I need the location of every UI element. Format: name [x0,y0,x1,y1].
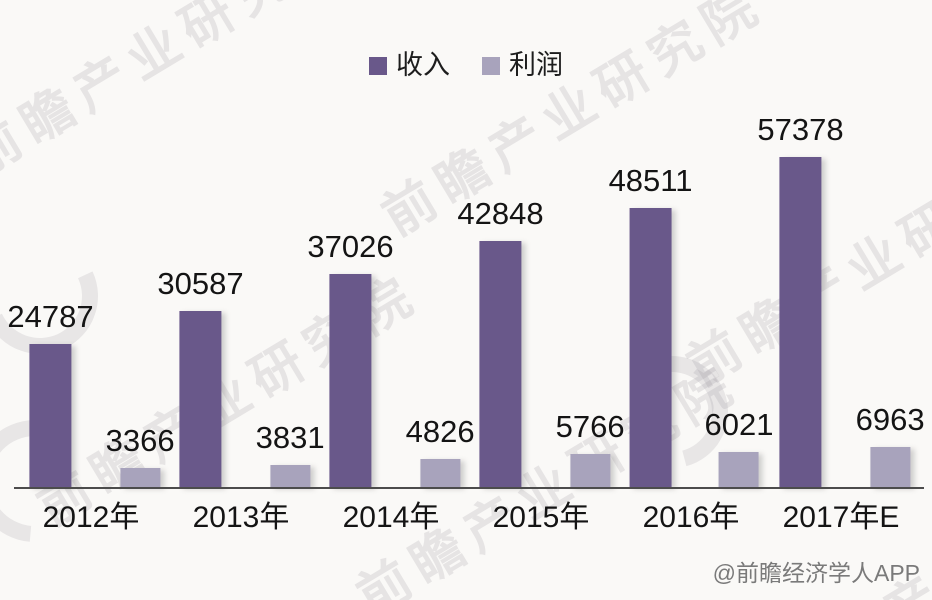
legend-item-profit: 利润 [482,52,563,79]
profit-value-label: 6963 [855,402,925,437]
profit-bar [870,447,911,487]
bar-group: 24787 3366 2012年 [7,0,174,600]
legend-swatch [482,56,500,75]
legend-swatch [369,56,387,75]
profit-bar [270,465,311,487]
x-axis-label: 2012年 [42,501,140,534]
x-axis-label: 2016年 [642,501,740,534]
profit-value-label: 6021 [704,407,774,442]
profit-value-label: 3831 [255,420,325,455]
legend-label: 利润 [509,50,563,80]
legend: 收入 利润 [0,52,932,79]
revenue-bar [329,274,372,487]
x-axis-label: 2015年 [492,501,590,534]
profit-bar [718,452,759,487]
profit-value-label: 4826 [405,414,475,449]
x-axis-line [14,487,924,489]
credit-text: @前瞻经济学人APP [712,560,920,586]
profit-value-label: 5766 [555,409,625,444]
profit-bar [120,468,161,487]
x-axis-label: 2014年 [342,501,440,534]
revenue-value-label: 24787 [7,299,94,334]
bar-group: 30587 3831 2013年 [157,0,324,600]
profit-bar [570,454,611,487]
revenue-value-label: 42848 [457,196,544,231]
legend-label: 收入 [396,50,450,80]
x-axis-label: 2013年 [192,501,290,534]
revenue-value-label: 37026 [307,229,394,264]
revenue-bar [29,344,72,487]
revenue-value-label: 48511 [608,163,693,198]
revenue-value-label: 57378 [757,112,844,147]
revenue-bar [479,241,522,487]
bar-group: 48511 6021 2016年 [609,0,774,600]
x-axis-label: 2017年E [782,501,900,534]
bar-group: 42848 5766 2015年 [457,0,624,600]
revenue-bar [179,311,222,487]
profit-bar [420,459,461,487]
bar-group: 57378 6963 2017年E [757,0,924,600]
revenue-bar [629,208,672,487]
revenue-bar [779,157,822,487]
revenue-value-label: 30587 [157,266,244,301]
bar-group: 37026 4826 2014年 [307,0,474,600]
profit-value-label: 3366 [105,423,175,458]
legend-item-revenue: 收入 [369,52,450,79]
